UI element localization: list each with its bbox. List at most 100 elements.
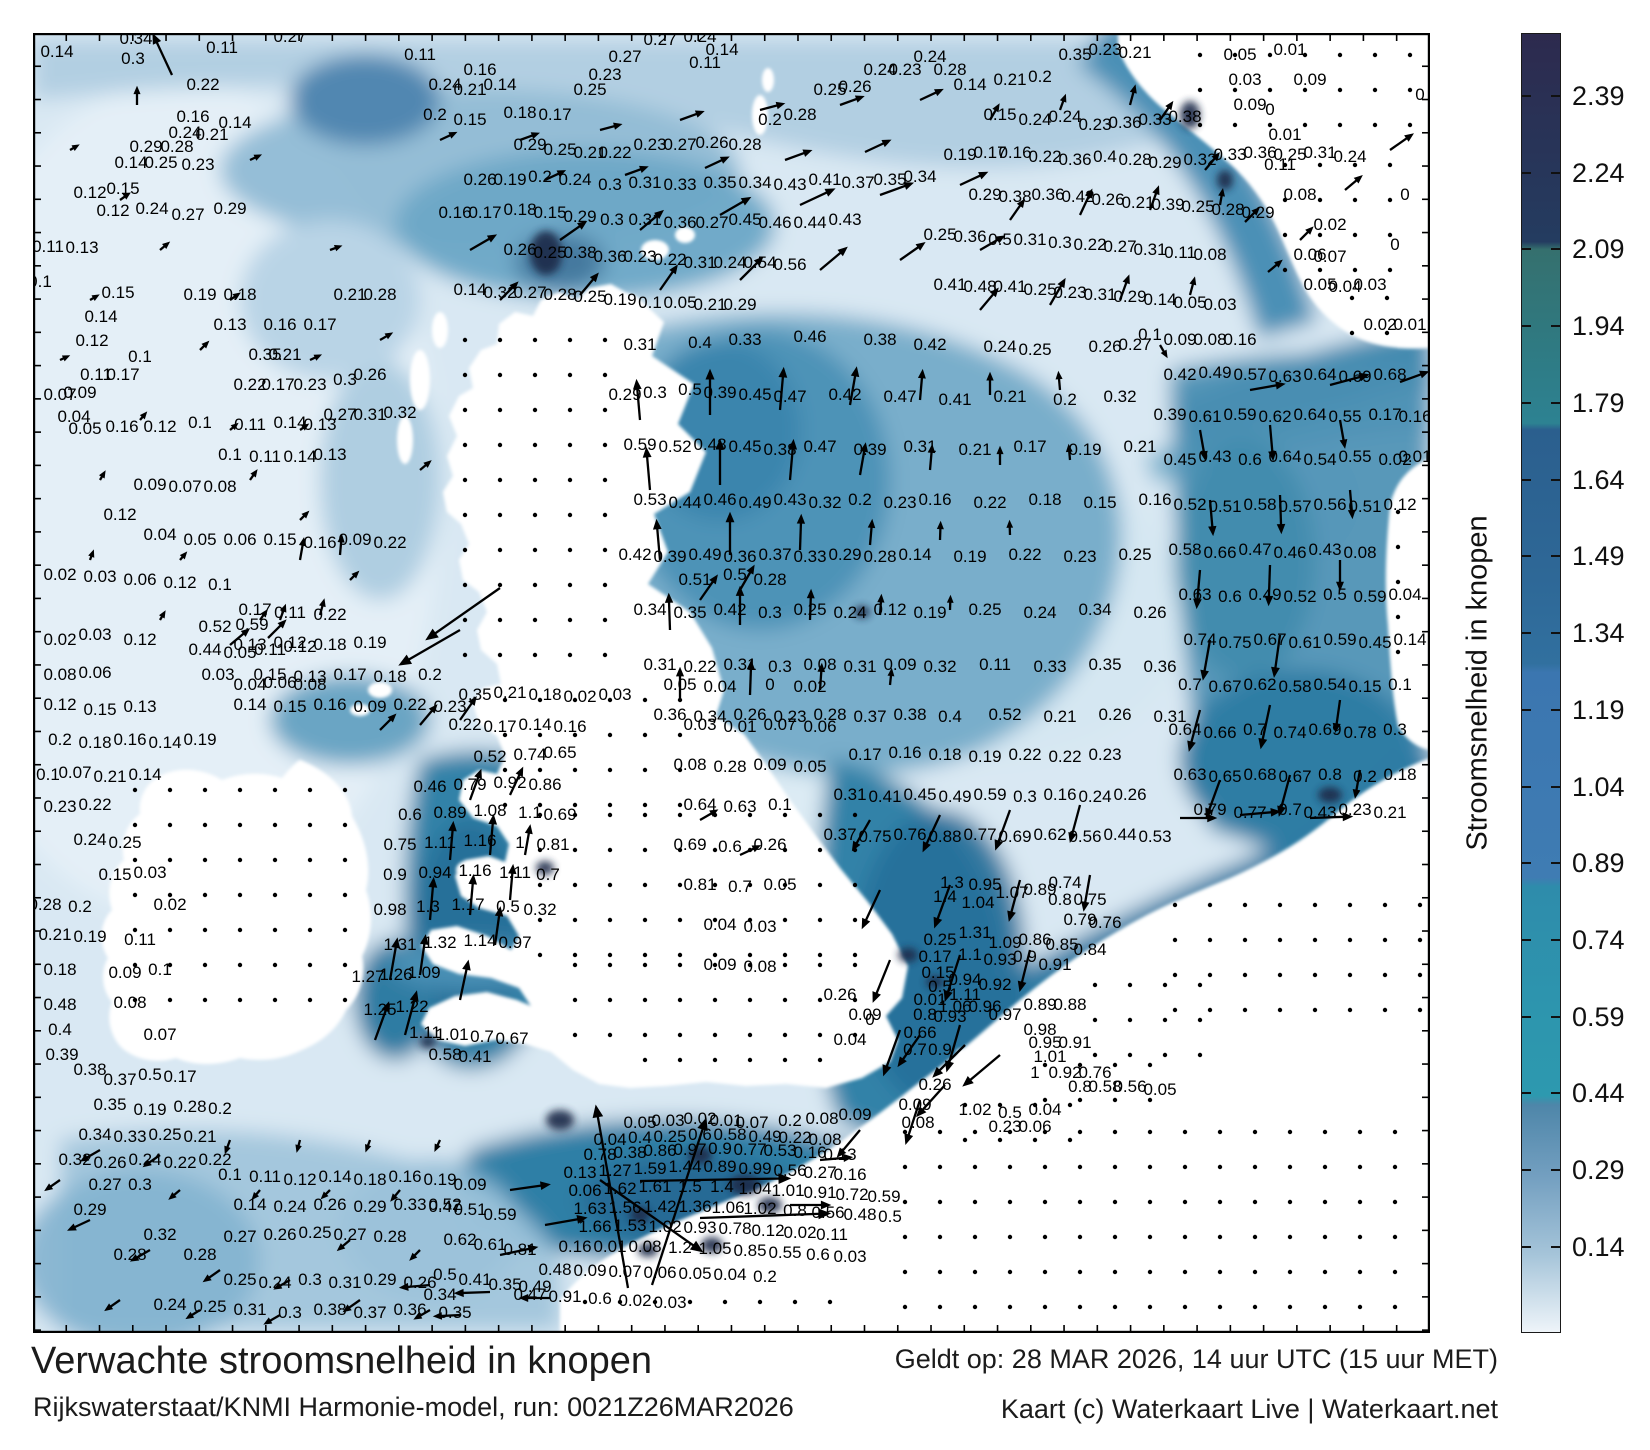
grid-dot <box>1182 1269 1188 1275</box>
current-arrow <box>639 209 664 231</box>
grid-dot <box>1357 1164 1363 1170</box>
current-arrow <box>249 154 263 162</box>
speed-label: 0.36 <box>1243 143 1276 162</box>
speed-label: 0.67 <box>1253 630 1286 649</box>
speed-label: 0.07 <box>763 715 796 734</box>
grid-dot <box>1182 1304 1188 1310</box>
speed-label: 0.5 <box>138 1065 162 1084</box>
speed-label: 0.61 <box>1288 633 1321 652</box>
speed-label: 0.07 <box>58 763 91 782</box>
speed-label: 0.47 <box>773 387 806 406</box>
current-arrow <box>1198 429 1208 461</box>
speed-label: 1.02 <box>958 1100 991 1119</box>
speed-label: 0.26 <box>918 1075 951 1094</box>
speed-label: 0.18 <box>503 103 536 122</box>
island-wadden <box>1070 1005 1102 1015</box>
speed-label: 0.74 <box>513 745 546 764</box>
speed-label: 0.11 <box>274 603 306 622</box>
speed-label: 0.08 <box>743 957 776 976</box>
speed-label: 1.14 <box>463 931 496 950</box>
grid-dot <box>602 442 608 448</box>
current-arrow <box>365 1139 372 1153</box>
island-wadden <box>1032 1019 1064 1029</box>
current-arrow <box>599 1179 704 1253</box>
speed-label: 0.03 <box>1203 295 1236 314</box>
grid-dot <box>132 997 138 1003</box>
speed-label: 0.19 <box>183 285 216 304</box>
speed-label: 0.2 <box>848 490 872 509</box>
speed-label: 0.22 <box>78 795 111 814</box>
current-arrow <box>299 510 310 521</box>
grid-dot <box>1302 87 1308 93</box>
speed-label: 0.19 <box>73 927 106 946</box>
grid-dot <box>532 372 538 378</box>
speed-label: 0.13 <box>213 315 246 334</box>
current-arrow <box>425 587 501 641</box>
speed-label: 0.05 <box>68 419 101 438</box>
speed-label: 0.22 <box>778 1128 811 1147</box>
speed-label: 0.06 <box>263 673 296 692</box>
speed-label: 0.59 <box>1323 630 1356 649</box>
speed-label: 1.05 <box>698 1239 731 1258</box>
speed-label: 0.26 <box>503 240 536 259</box>
grid-dot <box>237 822 243 828</box>
current-arrow <box>1200 639 1212 681</box>
current-arrow <box>725 511 735 555</box>
speed-label: 0.48 <box>538 1260 571 1279</box>
speed-label: 0.29 <box>968 185 1001 204</box>
speed-label: 0.95 <box>968 875 1001 894</box>
speed-label: 0.27 <box>1118 335 1151 354</box>
speed-label: 0.12 <box>123 630 156 649</box>
current-arrow <box>508 863 517 901</box>
grid-dot <box>782 1057 788 1063</box>
speed-label: 0.28 <box>363 285 396 304</box>
grid-dot <box>817 1032 823 1038</box>
speed-label: 0.41 <box>868 787 901 806</box>
speed-label: 0.26 <box>1091 190 1124 209</box>
speed-label: 0.19 <box>913 603 946 622</box>
speed-label: 0.33 <box>393 1195 426 1214</box>
grid-dot <box>572 962 578 968</box>
speed-label: 0.37 <box>853 707 886 726</box>
grid-dot <box>1282 197 1288 203</box>
speed-label: 0.29 <box>608 385 641 404</box>
grid-dot <box>167 997 173 1003</box>
speed-label: 0.4 <box>628 1128 652 1147</box>
grid-dot <box>532 582 538 588</box>
grid-dot <box>1007 1304 1013 1310</box>
speed-label: 0.14 <box>233 695 266 714</box>
grid-dot <box>1032 1102 1038 1108</box>
current-arrow <box>1249 381 1286 392</box>
speed-label: 0.32 <box>1183 150 1216 169</box>
current-arrow <box>927 443 936 471</box>
speed-label: 0.2 <box>1053 390 1077 409</box>
current-arrow <box>1049 277 1066 306</box>
grid-dot <box>1232 52 1238 58</box>
speed-label: 0.08 <box>113 993 146 1012</box>
grid-dot <box>532 512 538 518</box>
current-arrow <box>398 1282 431 1291</box>
grid-dot <box>342 962 348 968</box>
speed-label: 0.07 <box>1313 247 1346 266</box>
speed-label: 0.58 <box>1088 1077 1121 1096</box>
speed-label: 0.27 <box>803 1163 836 1182</box>
grid-dot <box>602 582 608 588</box>
speed-label: 0.22 <box>653 250 686 269</box>
speed-label: 0.11 <box>234 415 266 434</box>
current-arrow <box>979 235 1006 251</box>
speed-label: 0.11 <box>33 237 64 256</box>
speed-label: 0.13 <box>123 697 156 716</box>
speed-label: 0.98 <box>373 900 406 919</box>
speed-label: 0.49 <box>1248 585 1281 604</box>
grid-dot <box>567 512 573 518</box>
grid-dot <box>642 697 648 703</box>
speed-label: 0.08 <box>805 1109 838 1128</box>
speed-label: 0.59 <box>483 1205 516 1224</box>
speed-label: 0.42 <box>1163 365 1196 384</box>
grid-dot <box>1207 1007 1213 1013</box>
grid-dot <box>642 812 648 818</box>
current-arrow <box>337 533 345 556</box>
speed-label: 0.13 <box>313 445 346 464</box>
grid-dot <box>342 822 348 828</box>
current-arrow <box>1081 874 1092 912</box>
